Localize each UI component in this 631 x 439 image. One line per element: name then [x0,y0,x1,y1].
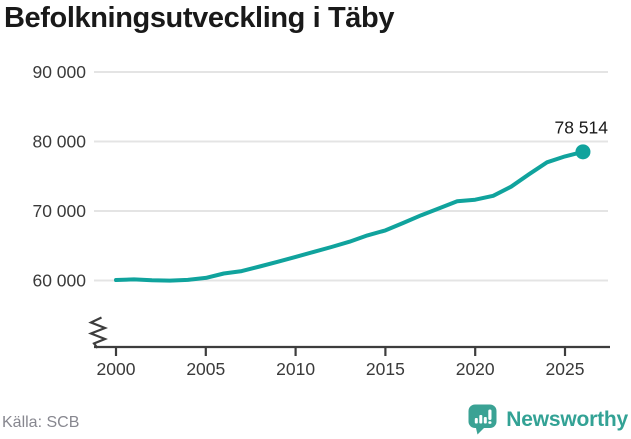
x-tick-label: 2000 [97,359,136,379]
x-tick-label: 2025 [546,359,585,379]
newsworthy-brand: Newsworthy [468,404,628,435]
speech-bubble-shape [468,404,497,428]
population-line-chart: 60 000 70 000 80 000 90 000 78 514 2000 2005 20… [32,62,610,379]
y-tick-label: 70 000 [32,201,86,221]
x-tick-label: 2010 [276,359,315,379]
y-tick-label: 80 000 [32,132,86,152]
y-axis-break-icon [87,316,109,349]
bar-chart-glyph [475,409,492,424]
endpoint-marker [575,144,591,160]
chart-title: Befolkningsutveckling i Täby [4,2,395,34]
y-tick-label: 90 000 [32,62,86,82]
y-tick-label: 60 000 [32,271,86,291]
newsworthy-logo-icon [468,404,497,435]
x-tick-label: 2020 [456,359,495,379]
population-series-line [114,149,585,283]
speech-bubble-tail [475,426,487,435]
x-tick-label: 2005 [186,359,225,379]
x-tick-label: 2015 [366,359,405,379]
endpoint-value-label: 78 514 [554,117,608,137]
source-note: Källa: SCB [2,414,80,431]
brand-wordmark: Newsworthy [506,407,628,431]
